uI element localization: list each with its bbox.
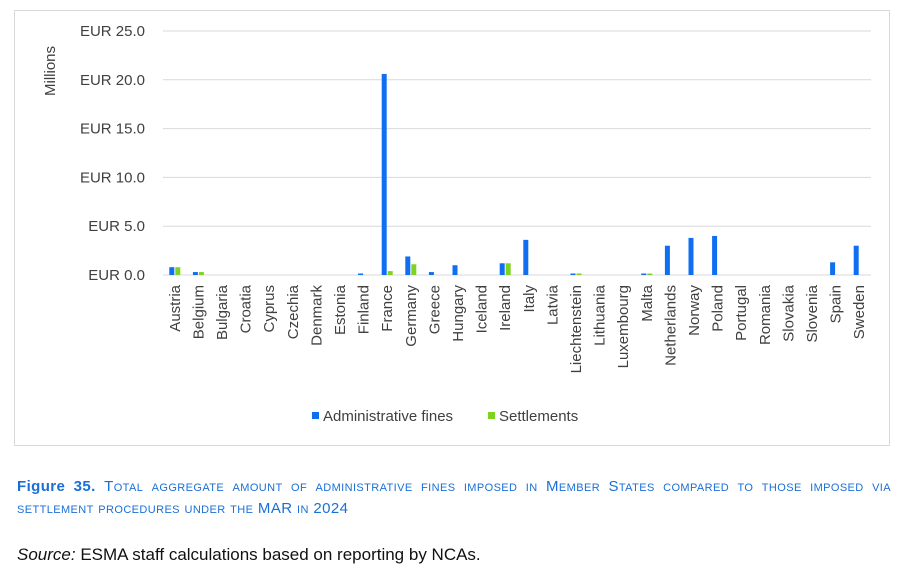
- bar-settlements-malta: [647, 273, 653, 275]
- x-tick-label: Slovakia: [780, 284, 797, 341]
- bar-settlements-belgium: [198, 272, 204, 275]
- bar-administrative-fines-finland: [358, 273, 364, 275]
- x-tick-label: Ireland: [497, 285, 514, 331]
- x-tick-label: Poland: [710, 285, 727, 332]
- y-tick-label: EUR 15.0: [80, 121, 145, 138]
- x-tick-label: Hungary: [450, 285, 467, 342]
- y-tick-label: EUR 0.0: [88, 267, 145, 284]
- legend-label: Settlements: [499, 408, 578, 425]
- x-tick-label: Belgium: [190, 285, 207, 339]
- bar-administrative-fines-poland: [712, 235, 718, 275]
- source-label: Source:: [17, 545, 76, 564]
- x-tick-label: Germany: [403, 285, 420, 347]
- bar-administrative-fines-germany: [405, 256, 411, 275]
- x-tick-label: Italy: [521, 285, 538, 313]
- x-tick-label: Finland: [356, 285, 373, 334]
- x-tick-label: Croatia: [238, 284, 255, 333]
- source-text: ESMA staff calculations based on reporti…: [75, 545, 481, 564]
- y-axis-label: Millions: [42, 46, 59, 96]
- x-tick-label: Greece: [426, 285, 443, 334]
- x-tick-label: Netherlands: [662, 285, 679, 366]
- y-tick-label: EUR 25.0: [80, 23, 145, 40]
- y-tick-label: EUR 20.0: [80, 72, 145, 89]
- x-tick-label: Slovenia: [804, 284, 821, 342]
- bar-settlements-austria: [175, 267, 181, 275]
- bar-administrative-fines-hungary: [452, 265, 458, 275]
- bar-settlements-france: [387, 271, 393, 275]
- figure-caption: Figure 35. Total aggregate amount of adm…: [17, 476, 891, 520]
- bar-administrative-fines-france: [381, 73, 387, 275]
- x-tick-label: Estonia: [332, 284, 349, 335]
- legend-label: Administrative fines: [323, 408, 453, 425]
- x-tick-label: Luxembourg: [615, 285, 632, 368]
- x-tick-label: France: [379, 285, 396, 332]
- x-tick-label: Norway: [686, 285, 703, 336]
- x-tick-label: Lithuania: [592, 284, 609, 346]
- x-tick-label: Sweden: [851, 285, 868, 339]
- x-tick-label: Latvia: [544, 284, 561, 325]
- figure-caption-text: Total aggregate amount of administrative…: [17, 478, 891, 517]
- x-tick-label: Cyprus: [261, 285, 278, 333]
- legend-swatch: [488, 412, 495, 419]
- x-tick-label: Malta: [639, 284, 656, 321]
- legend-swatch: [312, 412, 319, 419]
- x-tick-label: Liechtenstein: [568, 285, 585, 373]
- y-tick-label: EUR 5.0: [88, 218, 145, 235]
- bar-chart: EUR 0.0 EUR 5.0 EUR 10.0 EUR 15.0 EUR 20.0 EU…: [42, 23, 871, 425]
- source-note: Source: ESMA staff calculations based on…: [17, 545, 481, 565]
- y-tick-label: EUR 10.0: [80, 169, 145, 186]
- x-tick-label: Austria: [167, 284, 184, 331]
- x-tick-label: Iceland: [474, 285, 491, 333]
- bar-administrative-fines-italy: [523, 239, 529, 275]
- chart-frame: EUR 0.0 EUR 5.0 EUR 10.0 EUR 15.0 EUR 20.0 EU…: [14, 10, 890, 446]
- bar-administrative-fines-liechtenstein: [570, 273, 576, 275]
- bar-administrative-fines-malta: [641, 273, 647, 275]
- bar-administrative-fines-sweden: [853, 245, 859, 275]
- bar-administrative-fines-norway: [688, 237, 694, 275]
- bar-settlements-ireland: [505, 263, 511, 275]
- bar-administrative-fines-ireland: [499, 263, 505, 275]
- bar-settlements-germany: [411, 264, 417, 275]
- x-tick-label: Denmark: [308, 285, 325, 346]
- bar-administrative-fines-spain: [830, 262, 836, 275]
- x-tick-label: Portugal: [733, 285, 750, 341]
- bar-administrative-fines-austria: [169, 267, 175, 275]
- figure-label: Figure 35.: [17, 478, 96, 495]
- x-tick-label: Bulgaria: [214, 284, 231, 340]
- bar-administrative-fines-netherlands: [664, 245, 670, 275]
- x-tick-label: Romania: [757, 284, 774, 345]
- bar-administrative-fines-greece: [428, 272, 434, 275]
- bar-settlements-liechtenstein: [576, 273, 582, 275]
- x-tick-label: Spain: [828, 285, 845, 323]
- bar-administrative-fines-belgium: [192, 272, 198, 275]
- x-tick-label: Czechia: [285, 284, 302, 339]
